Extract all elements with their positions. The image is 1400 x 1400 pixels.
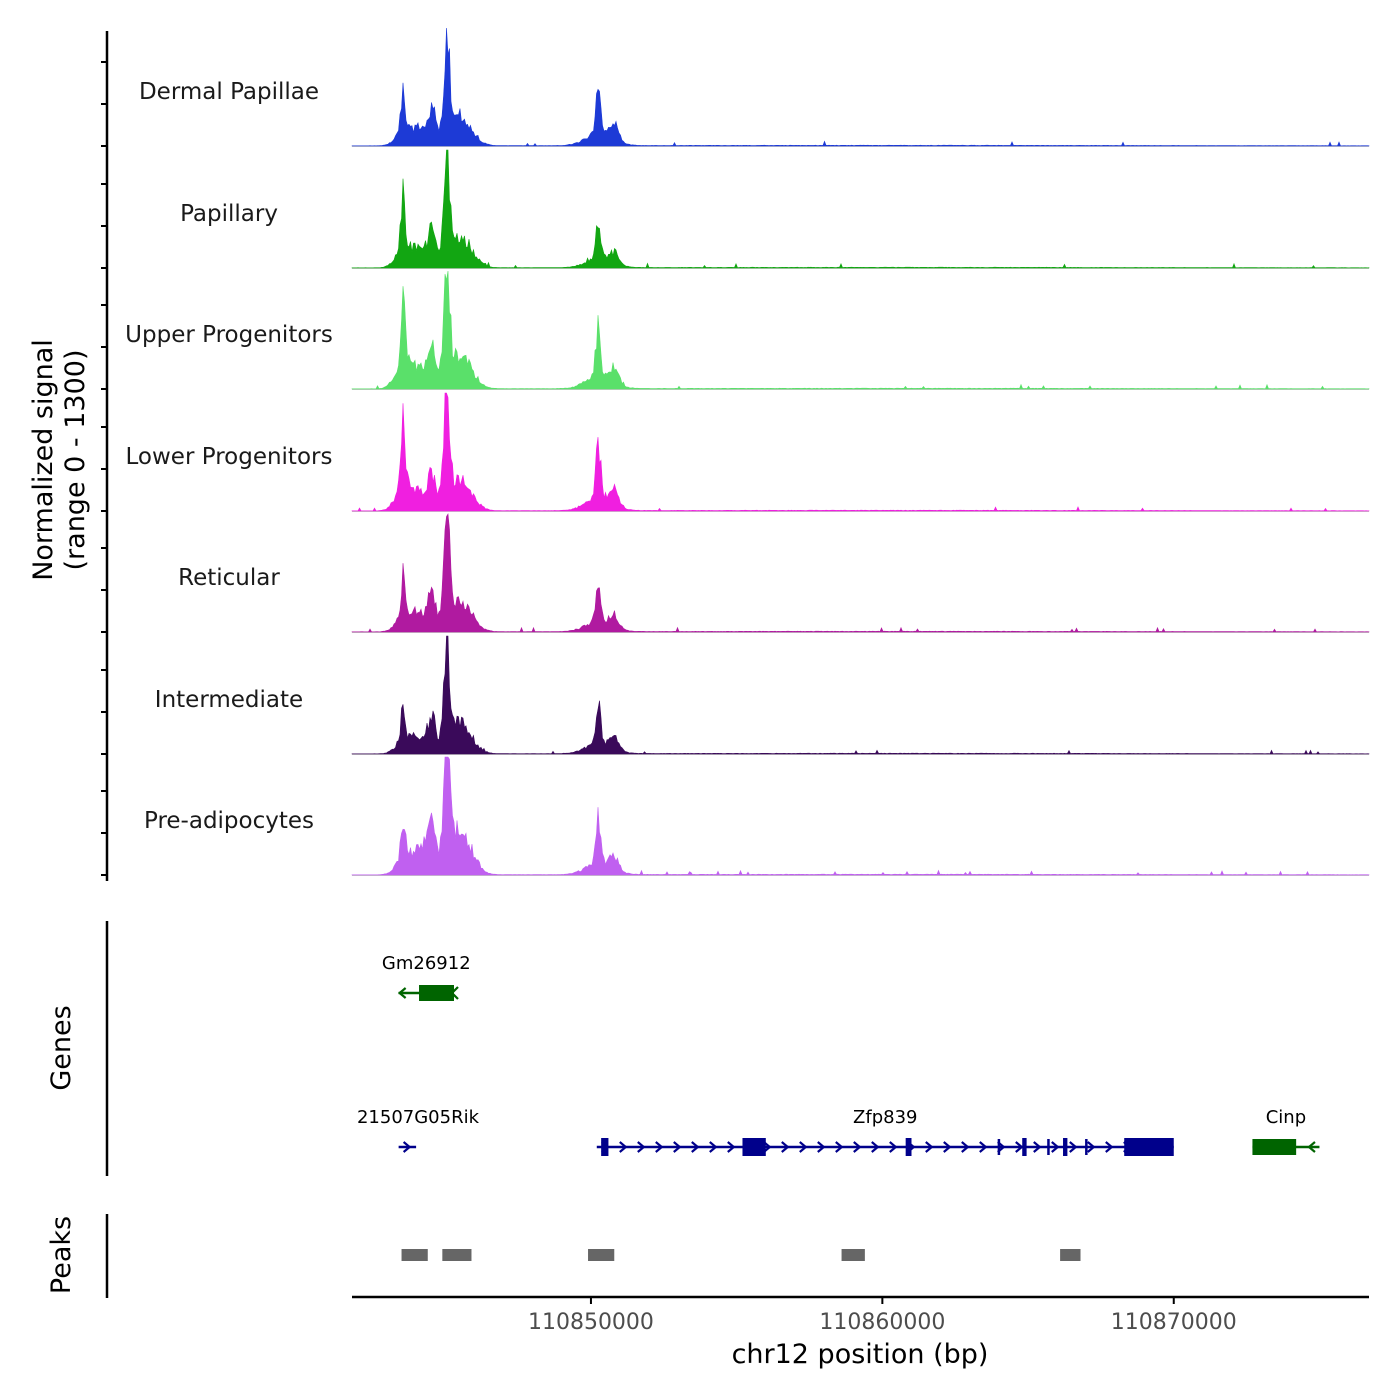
gene-exon bbox=[1022, 1138, 1027, 1156]
strand-chevron bbox=[925, 1141, 934, 1153]
peak-block bbox=[588, 1249, 615, 1261]
track-label: Lower Progenitors bbox=[126, 444, 333, 470]
gene-label: Cinp bbox=[1266, 1107, 1306, 1128]
track-label: Papillary bbox=[180, 201, 278, 227]
strand-chevron bbox=[943, 1141, 952, 1153]
signal-track: Pre-adipocytes bbox=[144, 756, 1370, 876]
signal-track: Papillary bbox=[180, 149, 1370, 269]
strand-chevron bbox=[619, 1141, 628, 1153]
strand-chevron bbox=[691, 1141, 700, 1153]
strand-chevron bbox=[655, 1141, 664, 1153]
track-label: Dermal Papillae bbox=[139, 79, 319, 105]
signal-area bbox=[351, 635, 1370, 755]
signal-track: Lower Progenitors bbox=[126, 392, 1370, 512]
strand-chevron bbox=[1141, 1141, 1150, 1153]
peak-block bbox=[401, 1249, 428, 1261]
gene-model: Cinp bbox=[1252, 1107, 1320, 1155]
track-label: Upper Progenitors bbox=[125, 322, 333, 348]
strand-chevron bbox=[601, 1141, 610, 1153]
y-axis-title: Normalized signal bbox=[28, 339, 59, 581]
strand-chevron bbox=[397, 987, 407, 999]
signal-area bbox=[351, 270, 1370, 390]
y-axis-range: (range 0 - 1300) bbox=[60, 350, 91, 571]
signal-area bbox=[351, 392, 1370, 512]
signal-area bbox=[351, 27, 1370, 147]
strand-chevron bbox=[1087, 1141, 1096, 1153]
strand-chevron bbox=[889, 1141, 898, 1153]
strand-chevron bbox=[799, 1141, 808, 1153]
strand-chevron bbox=[1105, 1141, 1114, 1153]
strand-chevron bbox=[1159, 1141, 1168, 1153]
x-tick-label: 110850000 bbox=[528, 1310, 654, 1335]
gene-exon bbox=[905, 1138, 912, 1156]
gene-exon bbox=[1063, 1138, 1068, 1156]
peak-block bbox=[1060, 1249, 1081, 1261]
peak-block bbox=[442, 1249, 472, 1261]
track-label: Pre-adipocytes bbox=[144, 808, 314, 834]
strand-chevron bbox=[450, 986, 459, 1000]
signal-track: Dermal Papillae bbox=[139, 27, 1370, 147]
x-tick-label: 110870000 bbox=[1111, 1310, 1237, 1335]
strand-chevron bbox=[1307, 1141, 1316, 1153]
gene-exon bbox=[1252, 1139, 1297, 1155]
gene-label: Zfp839 bbox=[853, 1107, 917, 1128]
signal-y-ticks bbox=[101, 61, 107, 876]
gene-track: Gm26912 21507G05Rik Zfp839 Cinp bbox=[357, 953, 1320, 1156]
x-axis-ticks: 110850000 110860000 110870000 bbox=[528, 1297, 1237, 1335]
strand-chevron bbox=[961, 1141, 970, 1153]
gene-exon bbox=[742, 1138, 766, 1156]
strand-chevron bbox=[781, 1141, 790, 1153]
gene-model: 21507G05Rik bbox=[357, 1107, 480, 1153]
strand-chevron bbox=[853, 1141, 862, 1153]
strand-chevron bbox=[1123, 1141, 1132, 1153]
signal-area bbox=[351, 756, 1370, 876]
strand-chevron bbox=[1033, 1141, 1042, 1153]
strand-chevron bbox=[727, 1141, 736, 1153]
strand-chevron bbox=[997, 1141, 1006, 1153]
strand-chevron bbox=[763, 1141, 772, 1153]
gene-model: Zfp839 bbox=[596, 1107, 1174, 1156]
track-label: Reticular bbox=[178, 565, 280, 591]
gene-exon bbox=[601, 1138, 609, 1156]
genes-axis-title: Genes bbox=[46, 1005, 77, 1090]
strand-chevron bbox=[871, 1141, 880, 1153]
strand-chevron bbox=[979, 1141, 988, 1153]
strand-chevron bbox=[673, 1141, 682, 1153]
peak-block bbox=[841, 1249, 865, 1261]
strand-chevron bbox=[637, 1141, 646, 1153]
strand-chevron bbox=[1069, 1141, 1078, 1153]
strand-chevron bbox=[1051, 1141, 1060, 1153]
signal-track: Intermediate bbox=[155, 635, 1370, 755]
strand-chevron bbox=[709, 1141, 718, 1153]
strand-chevron bbox=[745, 1141, 754, 1153]
signal-area bbox=[351, 149, 1370, 269]
strand-chevron bbox=[1015, 1141, 1024, 1153]
signal-track: Upper Progenitors bbox=[125, 270, 1370, 390]
peak-track bbox=[401, 1249, 1081, 1261]
gene-label: 21507G05Rik bbox=[357, 1107, 480, 1128]
signal-tracks: Dermal Papillae Papillary Upper Progenitor… bbox=[125, 27, 1370, 876]
strand-chevron bbox=[835, 1141, 844, 1153]
gene-label: Gm26912 bbox=[382, 953, 471, 974]
strand-chevron bbox=[402, 1141, 412, 1153]
signal-area bbox=[351, 513, 1370, 633]
strand-chevron bbox=[907, 1141, 916, 1153]
x-tick-label: 110860000 bbox=[819, 1310, 945, 1335]
x-axis-title: chr12 position (bp) bbox=[732, 1339, 989, 1370]
strand-chevron bbox=[817, 1141, 826, 1153]
gene-model: Gm26912 bbox=[382, 953, 471, 1001]
track-label: Intermediate bbox=[155, 687, 303, 713]
signal-track: Reticular bbox=[178, 513, 1370, 633]
peaks-axis-title: Peaks bbox=[46, 1216, 77, 1294]
gene-exon bbox=[419, 985, 454, 1001]
